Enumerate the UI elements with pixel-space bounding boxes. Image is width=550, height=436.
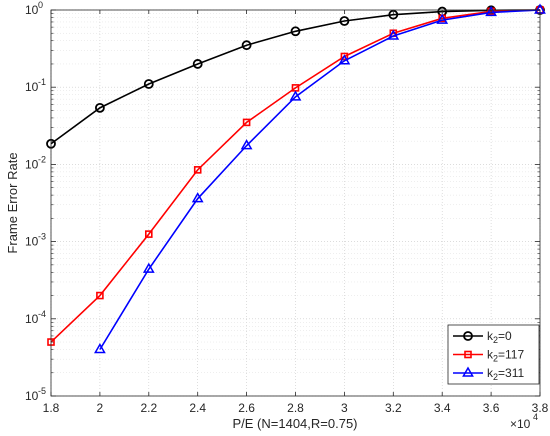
data-point-circle (95, 102, 105, 113)
data-point-circle (290, 26, 301, 37)
x-tick-label: 2.2 (140, 401, 157, 415)
data-point-triangle (462, 366, 474, 377)
x-tick-label: 1.8 (43, 401, 60, 415)
data-point-square (340, 52, 349, 61)
data-point-triangle (338, 54, 351, 65)
data-point-triangle (142, 262, 155, 273)
legend-label: k2=117 (487, 348, 524, 364)
data-point-circle (192, 59, 203, 69)
legend: k2=0 k2=117 k2=311 (447, 324, 540, 385)
data-point-triangle (191, 192, 204, 203)
x-scale-base: ×10 (510, 417, 531, 431)
y-tick-label-base: 10 (25, 157, 39, 171)
x-scale-exponent: 4 (533, 412, 538, 422)
y-tick-label-base: 10 (25, 80, 39, 94)
y-tick-label-exponent: -2 (38, 154, 46, 164)
data-point-circle (339, 16, 350, 26)
y-tick-label-exponent: -5 (38, 386, 46, 396)
legend-label: k2=311 (487, 366, 524, 382)
legend-item: k2=117 (453, 348, 524, 364)
data-point-triangle (387, 29, 400, 40)
x-tick-label: 3 (341, 401, 348, 415)
y-tick-label-exponent: -1 (38, 77, 46, 87)
y-tick-label: 10 -5 (25, 386, 46, 403)
data-point-square (96, 291, 104, 300)
series-line (50, 9, 541, 343)
x-tick-label: 3.6 (483, 401, 500, 415)
x-tick-label: 2 (97, 401, 104, 415)
data-point-triangle (485, 5, 497, 17)
y-tick-label-base: 10 (25, 389, 39, 403)
x-tick-label: 2.8 (287, 401, 304, 415)
data-point-triangle (94, 343, 106, 354)
series-line (99, 9, 541, 350)
data-point-triangle (289, 90, 302, 101)
legend-label: k2=0 (487, 329, 512, 345)
x-tick-labels: 1.8 2 2.2 2.4 2.6 2.8 3 3.2 3.4 3.6 3.8 (43, 401, 549, 415)
y-tick-label-base: 10 (25, 3, 39, 17)
x-tick-label: 2.4 (189, 401, 206, 415)
y-tick-label: 10 -1 (25, 77, 46, 94)
y-tick-label-base: 10 (25, 235, 39, 249)
y-tick-label-exponent: -4 (38, 309, 46, 319)
x-tick-label: 3.4 (434, 401, 451, 415)
y-tick-label: 10 0 (25, 0, 43, 17)
x-tick-label: 3.8 (532, 401, 549, 415)
data-point-square (464, 350, 472, 359)
y-tick-label-exponent: -3 (38, 232, 46, 242)
x-axis-label: P/E (N=1404,R=0.75) (232, 416, 357, 431)
data-point-square (193, 166, 202, 174)
y-tick-label: 10 -4 (25, 309, 46, 326)
data-point-circle (143, 79, 154, 89)
y-tick-label-base: 10 (25, 312, 39, 326)
y-tick-label-exponent: 0 (38, 0, 43, 10)
series-3 (94, 3, 546, 354)
data-point-triangle (436, 13, 449, 24)
x-tick-label: 3.2 (385, 401, 402, 415)
y-tick-label: 10 -3 (25, 232, 46, 249)
ticks (50, 9, 541, 397)
x-scale-factor: ×10 4 (510, 412, 538, 431)
data-point-circle (241, 40, 252, 51)
series-line (50, 9, 541, 145)
y-axis-label: Frame Error Rate (5, 152, 20, 253)
data-point-square (145, 230, 153, 238)
data-point-square (242, 118, 251, 127)
x-tick-label: 2.6 (238, 401, 255, 415)
y-tick-label: 10 -2 (25, 154, 46, 171)
legend-item: k2=311 (453, 366, 524, 382)
data-point-triangle (240, 139, 253, 150)
data-point-circle (463, 331, 473, 341)
legend-item: k2=0 (453, 329, 512, 345)
